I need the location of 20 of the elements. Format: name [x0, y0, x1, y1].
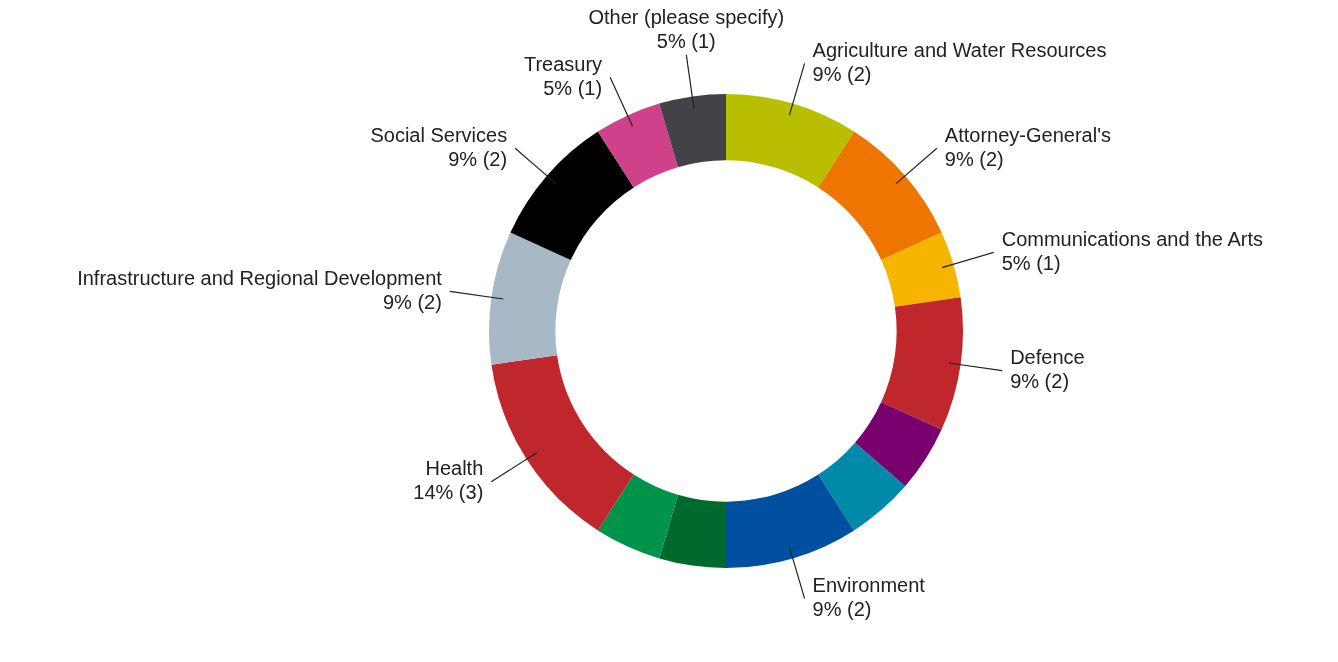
data-label: 9% (2)	[448, 147, 508, 170]
slice-label: Attorney-General's	[944, 123, 1111, 146]
data-label: 5% (1)	[1001, 251, 1061, 274]
data-label: 5% (1)	[543, 76, 603, 99]
slice-label: Environment	[812, 574, 926, 597]
slice-label: Agriculture and Water Resources	[812, 38, 1107, 61]
data-label: 9% (2)	[812, 598, 872, 621]
slice-label: Treasury	[523, 52, 603, 75]
slice-label: Defence	[1010, 346, 1085, 369]
data-label: 9% (2)	[812, 62, 872, 85]
data-label: 14% (3)	[413, 481, 484, 504]
data-label: 9% (2)	[382, 290, 442, 313]
slice-label: Social Services	[370, 123, 508, 146]
data-label: 5% (1)	[656, 30, 716, 53]
data-label: 9% (2)	[1010, 370, 1070, 393]
slice-label: Communications and the Arts	[1001, 227, 1263, 250]
slice-label: Infrastructure and Regional Development	[77, 266, 443, 289]
slice-label: Health	[425, 457, 484, 480]
data-label: 9% (2)	[944, 147, 1004, 170]
slice-label: Other (please specify)	[588, 6, 785, 29]
